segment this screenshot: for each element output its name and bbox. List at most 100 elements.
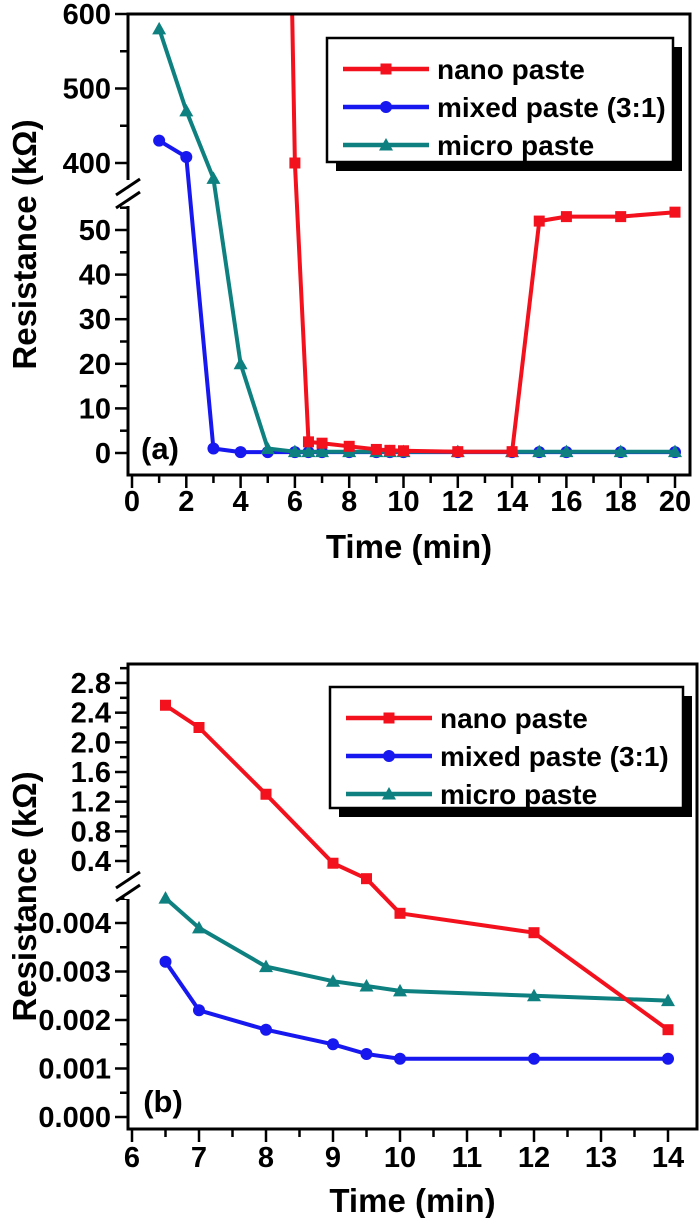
legend-item-label: nano paste [440, 703, 588, 734]
nano-paste-point [343, 440, 355, 452]
mixed-paste-3-1-point [528, 1052, 540, 1065]
x-tick-label: 0 [124, 486, 140, 518]
chart-b-legend: nano paste mixed paste (3:1) micro paste [328, 685, 692, 817]
y-tick-label: 0.000 [38, 1102, 111, 1134]
nano-paste-point [452, 446, 464, 458]
nano-paste-point [160, 699, 171, 711]
nano-paste-point [398, 445, 409, 457]
axis-break-slash [115, 177, 141, 197]
nano-paste-point [669, 206, 681, 218]
legend-item-mixed-paste-3-1: mixed paste (3:1) [346, 741, 669, 772]
mixed-paste-3-1-point [207, 442, 220, 455]
x-tick-label: 8 [341, 486, 357, 518]
nano-paste-point [384, 444, 396, 456]
chart-b-series-nano-paste [160, 699, 674, 1036]
axis-break-slash [115, 883, 141, 903]
y-tick-label: 30 [79, 304, 111, 336]
micro-paste-point [152, 21, 167, 35]
nano-paste-point [302, 436, 314, 448]
legend-item-label: nano paste [437, 54, 585, 85]
y-tick-label: 20 [79, 349, 111, 381]
micro-paste-point [233, 356, 248, 370]
nano-paste-point [193, 722, 205, 733]
chart-b-x-axis-title: Time (min) [329, 1182, 495, 1218]
y-tick-label: 1.6 [71, 757, 111, 789]
micro-paste-point [532, 444, 547, 458]
chart-b-x-axis: 6 7 8 9 10 11 12 13 14 [124, 1129, 684, 1174]
nano-paste-point [327, 857, 339, 869]
chart-b-series-mixed-paste-3-1 [159, 955, 674, 1065]
x-tick-label: 13 [585, 1142, 617, 1174]
y-tick-label: 600 [63, 0, 111, 31]
mixed-paste-3-1-point [662, 1052, 674, 1065]
legend-item-micro-paste: micro paste [343, 130, 594, 161]
x-tick-label: 7 [191, 1142, 207, 1174]
legend-triangle-marker [382, 787, 396, 800]
x-tick-label: 11 [452, 1142, 483, 1174]
legend-item-mixed-paste-3-1: mixed paste (3:1) [343, 92, 666, 123]
x-tick-label: 16 [550, 486, 582, 518]
mixed-paste-3-1-point [327, 1038, 339, 1051]
chart-b: 0.40.81.21.62.02.42.8 0.000 0.001 0.002 0.00… [6, 662, 699, 1218]
micro-paste-point [158, 891, 173, 904]
x-tick-label: 2 [178, 486, 194, 518]
y-tick-label: 10 [79, 393, 111, 425]
micro-paste-line [157, 26, 677, 454]
axis-break-gap [124, 873, 132, 899]
micro-paste-point [287, 444, 302, 458]
legend-item-label: mixed paste (3:1) [437, 92, 666, 123]
y-tick-label: 0.8 [71, 816, 111, 848]
y-tick-label: 50 [79, 215, 111, 247]
nano-paste-point [560, 211, 572, 223]
y-tick-label: 0.001 [38, 1054, 111, 1086]
x-tick-label: 10 [387, 486, 419, 518]
y-tick-label: 0.004 [38, 908, 111, 940]
micro-paste-point [559, 444, 574, 458]
mixed-paste-3-1-point [153, 134, 166, 147]
nano-paste-point [506, 446, 518, 458]
legend-item-label: micro paste [437, 130, 594, 161]
x-tick-label: 14 [652, 1142, 684, 1174]
mixed-paste-3-1-point [159, 955, 172, 968]
mixed-paste-3-1-line [157, 138, 677, 455]
axis-break-slash [115, 870, 141, 890]
nano-paste-point [533, 215, 545, 227]
legend-circle-marker [383, 750, 395, 762]
chart-b-series-micro-paste [158, 891, 675, 1007]
y-tick-label: 1.2 [71, 787, 111, 819]
chart-a-legend: nano paste mixed paste (3:1) micro paste [325, 36, 682, 171]
x-tick-label: 18 [605, 486, 637, 518]
chart-a-x-axis: 0 2 4 6 8 10 12 14 16 18 20 [124, 475, 691, 518]
mixed-paste-3-1-line [163, 959, 670, 1061]
legend-triangle-marker [379, 138, 393, 151]
micro-paste-point [527, 988, 541, 1002]
nano-paste-point [370, 443, 382, 455]
nano-paste-point [316, 437, 328, 449]
chart-a-x-axis-title: Time (min) [326, 528, 492, 565]
chart-a-y-axis-break [115, 177, 141, 210]
chart-b-series [158, 699, 675, 1065]
legend-item-label: mixed paste (3:1) [440, 741, 669, 772]
nano-paste-point [394, 907, 406, 919]
chart-a-series-nano-paste [289, 14, 681, 458]
chart-a-panel-label: (a) [141, 431, 179, 466]
legend-item-micro-paste: micro paste [346, 779, 597, 810]
chart-b-y-axis: 0.40.81.21.62.02.42.8 0.000 0.001 0.002 0.00… [38, 666, 128, 1134]
x-tick-label: 20 [659, 486, 691, 518]
micro-paste-point [260, 441, 275, 455]
nano-paste-line [163, 703, 670, 1032]
x-tick-label: 12 [442, 486, 474, 518]
x-tick-label: 12 [518, 1142, 550, 1174]
y-tick-label: 0 [95, 438, 111, 470]
mixed-paste-3-1-point [234, 446, 247, 459]
nano-paste-point [615, 211, 627, 223]
y-tick-label: 0.4 [71, 846, 111, 878]
micro-paste-point [359, 979, 374, 992]
micro-paste-point [179, 103, 194, 117]
chart-b-y-axis-break [115, 870, 141, 903]
legend-square-marker [383, 712, 395, 724]
legend-circle-marker [380, 101, 392, 113]
nano-paste-point [260, 788, 272, 800]
